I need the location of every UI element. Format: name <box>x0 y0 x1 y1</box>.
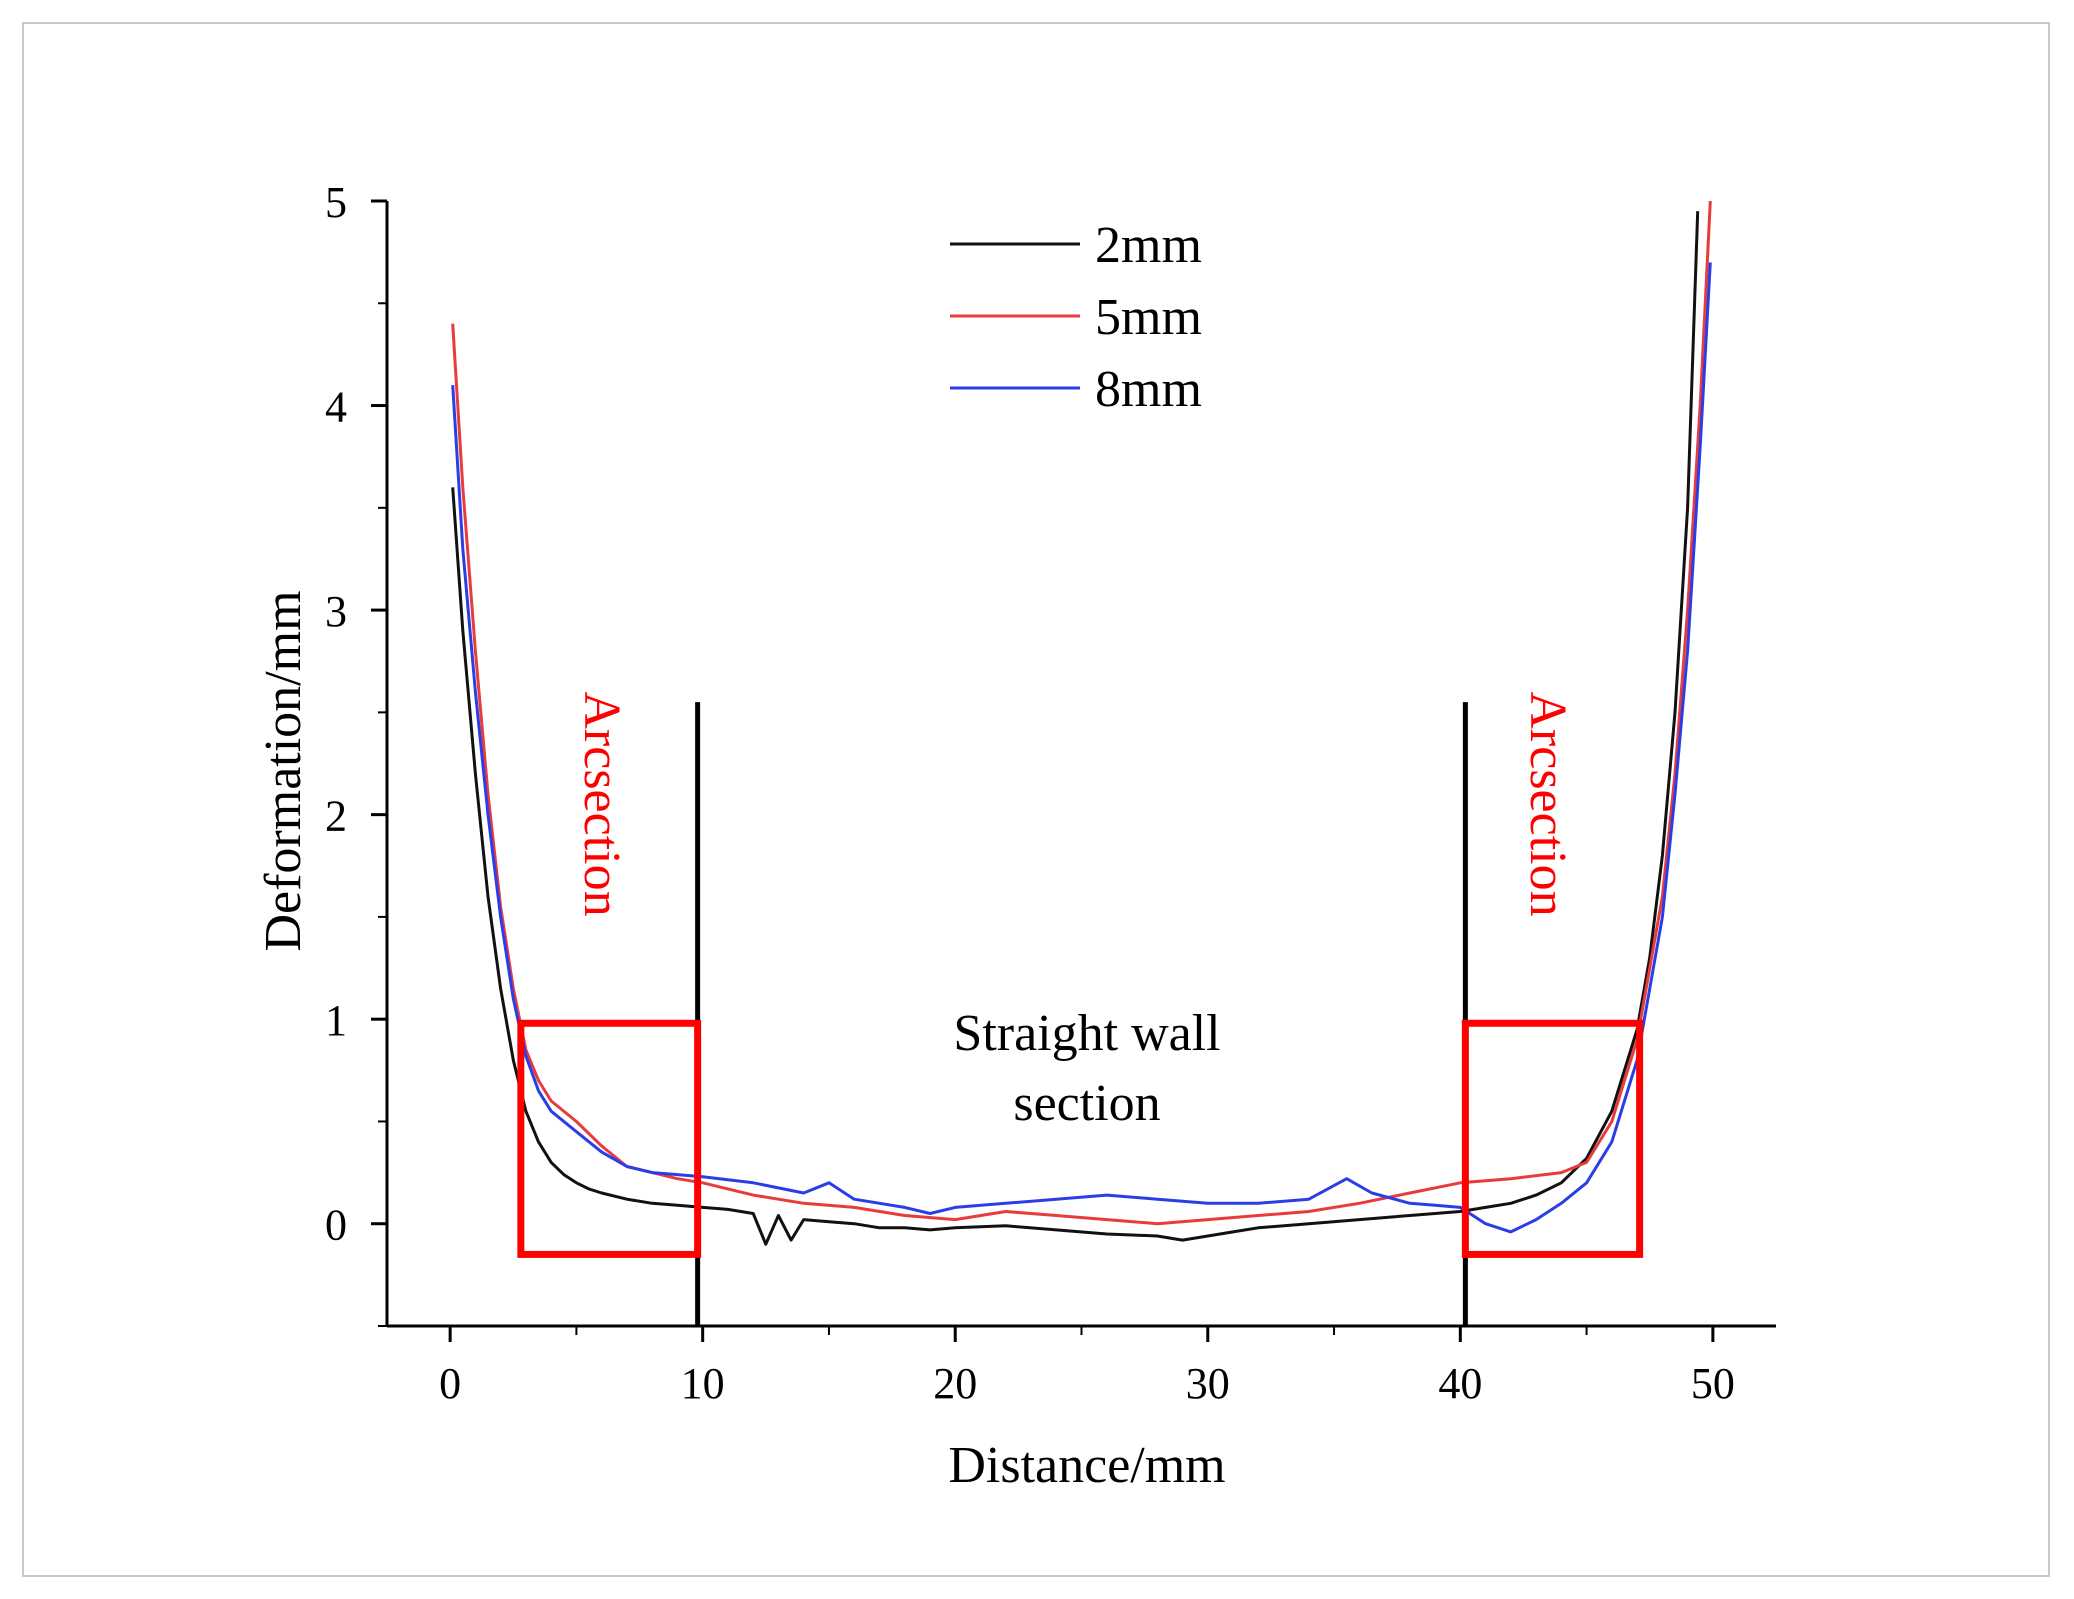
series-line-8mm <box>451 262 1712 1234</box>
y-tick-label: 5 <box>325 178 347 227</box>
left-arcsection-label: Arcsection <box>573 691 630 916</box>
y-tick-label: 3 <box>325 587 347 636</box>
x-tick-label: 20 <box>933 1359 977 1408</box>
straight-wall-label-line2: section <box>1013 1075 1160 1132</box>
y-tick-label: 2 <box>325 792 347 841</box>
annotations <box>517 702 1644 1326</box>
x-tick-label: 10 <box>681 1359 725 1408</box>
series-line-5mm <box>451 200 1712 1226</box>
x-tick-label: 30 <box>1186 1359 1230 1408</box>
x-tick-label: 40 <box>1438 1359 1482 1408</box>
series-line-2mm <box>451 211 1700 1246</box>
x-tick-label: 50 <box>1691 1359 1735 1408</box>
legend: 2mm 5mm 8mm <box>950 217 1202 418</box>
arc-highlight-box-right <box>1461 1019 1644 1258</box>
x-axis-label: Distance/mm <box>948 1437 1225 1494</box>
legend-label-8mm: 8mm <box>1095 361 1202 418</box>
straight-wall-label-line1: Straight wall <box>953 1005 1220 1062</box>
y-tick-label: 4 <box>325 383 347 432</box>
axes <box>385 201 1776 1328</box>
y-tick-label: 1 <box>325 996 347 1045</box>
arc-highlight-box-left <box>517 1019 702 1258</box>
legend-label-2mm: 2mm <box>1095 217 1202 274</box>
series-lines <box>451 200 1712 1246</box>
right-arcsection-label: Arcsection <box>1519 691 1576 916</box>
x-tick-label: 0 <box>439 1359 461 1408</box>
y-tick-label: 0 <box>325 1201 347 1250</box>
y-axis-label: Deformation/mm <box>255 590 312 951</box>
legend-label-5mm: 5mm <box>1095 289 1202 346</box>
figure-frame <box>22 22 2050 1577</box>
